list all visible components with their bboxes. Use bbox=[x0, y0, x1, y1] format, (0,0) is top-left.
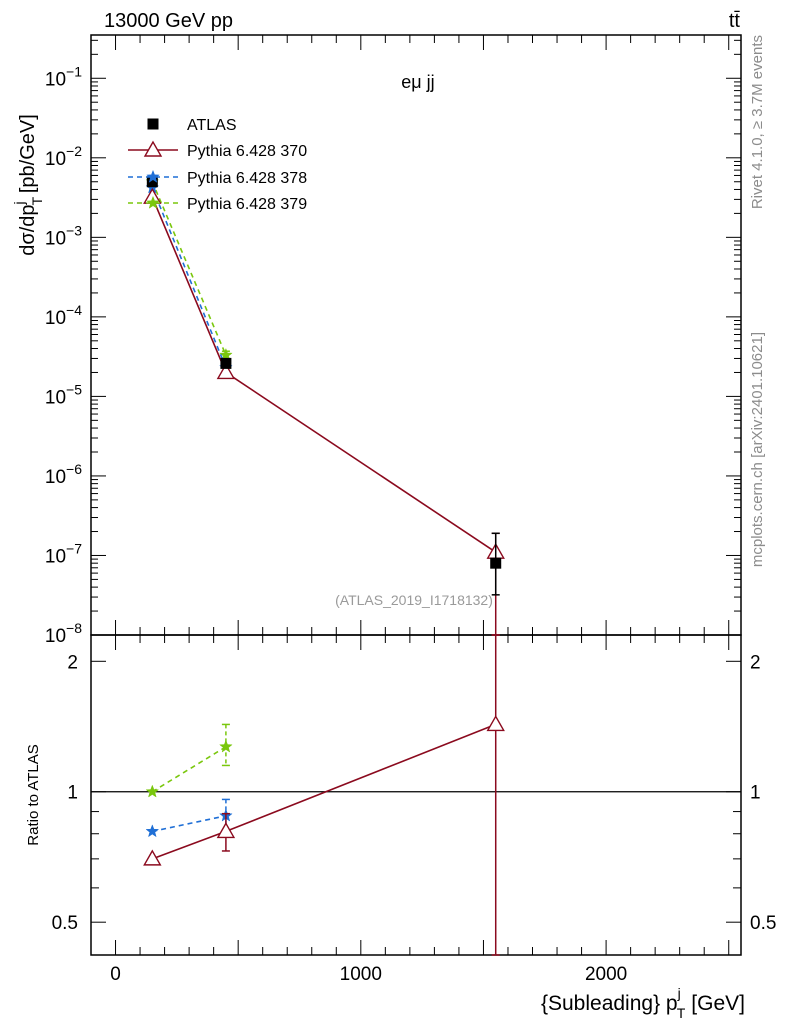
plot-text: 13000 GeV pp tt̄ eμ jj (ATLAS_2019_I1718… bbox=[11, 10, 776, 1021]
main-atlas-point bbox=[146, 176, 158, 188]
ratio-plot-frame bbox=[90, 634, 742, 956]
ratio-py370-point bbox=[216, 821, 236, 839]
legend-label: Pythia 6.428 379 bbox=[187, 196, 307, 213]
main-py370-point bbox=[216, 363, 236, 380]
y-tick-label: 10−2 bbox=[45, 143, 82, 170]
analysis-label: (ATLAS_2019_I1718132) bbox=[335, 592, 493, 608]
ratio-py379-line bbox=[151, 746, 227, 793]
ratio-py370-point bbox=[143, 849, 162, 866]
legend-item: Pythia 6.428 379 bbox=[128, 195, 307, 213]
ratio-y-tick-label-right: 2 bbox=[750, 652, 761, 673]
ratio-py379-point bbox=[145, 784, 160, 798]
y-tick-label: 10−3 bbox=[45, 222, 82, 249]
y-tick-label: 10−1 bbox=[45, 63, 82, 90]
side-label-site: mcplots.cern.ch [arXiv:2401.10621] bbox=[749, 332, 766, 567]
main-atlas-point bbox=[490, 557, 502, 569]
ratio-y-tick-label-left: 0.5 bbox=[52, 913, 78, 934]
legend-label: Pythia 6.428 378 bbox=[187, 170, 307, 187]
main-py379-point bbox=[219, 347, 233, 361]
energy-label: 13000 GeV pp bbox=[104, 10, 233, 32]
ratio-y-label: Ratio to ATLAS bbox=[25, 744, 42, 845]
ratio-py379-point bbox=[219, 739, 233, 753]
ratio-py370-point bbox=[486, 715, 505, 732]
legend-marker bbox=[146, 195, 160, 209]
legend-marker bbox=[143, 140, 163, 157]
x-tick-label: 2000 bbox=[585, 964, 627, 985]
side-label-rivet: Rivet 4.1.0, ≥ 3.7M events bbox=[749, 35, 766, 209]
main-py370-line bbox=[151, 196, 497, 553]
ratio-y-tick-label-left: 2 bbox=[67, 652, 78, 673]
ratio-y-tick-label-left: 1 bbox=[67, 783, 78, 804]
y-tick-label: 10−8 bbox=[45, 620, 82, 647]
y-tick-label: 10−6 bbox=[45, 461, 82, 488]
ratio-py378-point bbox=[145, 824, 160, 838]
main-y-axis-label: dσ/dpj T [pb/GeV] bbox=[11, 114, 45, 256]
y-tick-label: 10−5 bbox=[45, 381, 82, 408]
legend: ATLAS Pythia 6.428 370 Pythia 6.428 378 Pyt… bbox=[128, 117, 307, 213]
main-py379-line bbox=[151, 181, 227, 356]
ratio-y-tick-label-right: 1 bbox=[750, 783, 761, 804]
legend-item: Pythia 6.428 378 bbox=[128, 169, 307, 187]
x-tick-label: 1000 bbox=[340, 964, 382, 985]
ratio-py378-line bbox=[152, 815, 227, 833]
y-tick-label: 10−7 bbox=[45, 540, 82, 567]
channel-label: eμ jj bbox=[401, 72, 434, 92]
ratio-y-tick-label-right: 0.5 bbox=[750, 913, 776, 934]
legend-marker bbox=[147, 118, 159, 130]
legend-label: ATLAS bbox=[187, 117, 237, 134]
legend-label: Pythia 6.428 370 bbox=[187, 143, 307, 160]
main-py378-line bbox=[151, 187, 227, 368]
axis-ticks bbox=[91, 35, 741, 955]
legend-marker bbox=[146, 169, 160, 183]
legend-item: ATLAS bbox=[147, 117, 237, 134]
legend-item: Pythia 6.428 370 bbox=[128, 140, 307, 160]
process-label: tt̄ bbox=[729, 10, 741, 32]
y-tick-label: 10−4 bbox=[45, 302, 82, 329]
x-tick-label: 0 bbox=[110, 964, 121, 985]
data-series bbox=[143, 174, 505, 956]
x-axis-label: {Subleading} pj T [GeV] bbox=[541, 985, 745, 1021]
main-atlas-point bbox=[220, 357, 232, 369]
